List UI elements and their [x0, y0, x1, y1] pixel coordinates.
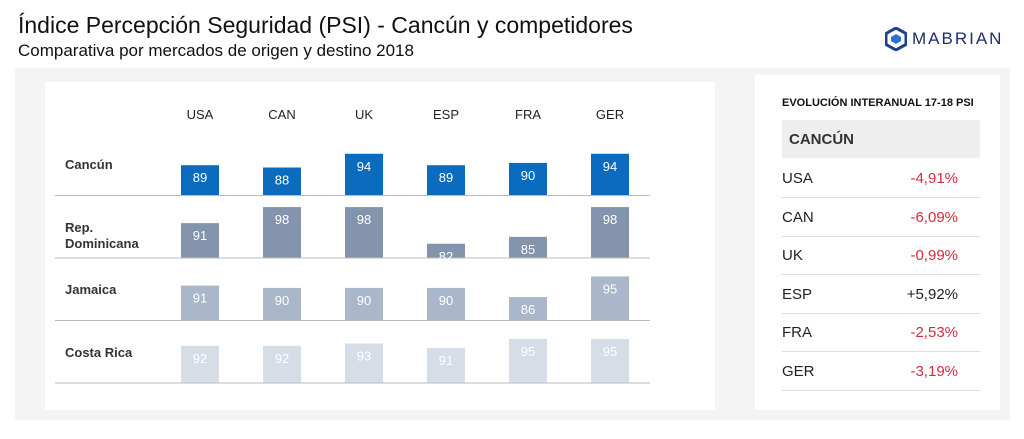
table-market: USA	[782, 170, 813, 187]
table-market: CAN	[782, 208, 814, 226]
bar-value: 90	[275, 293, 289, 308]
bar-value: 93	[357, 349, 371, 364]
bar-value: 85	[521, 242, 535, 257]
bar	[181, 285, 219, 320]
bar	[345, 153, 383, 195]
table-rule	[782, 274, 980, 276]
bar	[591, 207, 629, 258]
logo-icon	[885, 27, 907, 51]
bar-value: 90	[357, 293, 371, 308]
brand: MABRIAN	[912, 29, 1004, 48]
table-change: -3,19%	[910, 363, 958, 380]
column-label: GER	[596, 107, 624, 122]
table-market: FRA	[782, 324, 812, 342]
bar-value: 95	[603, 344, 617, 359]
bar	[263, 287, 301, 320]
bar	[263, 345, 301, 383]
bar	[181, 165, 219, 195]
bar	[263, 207, 301, 258]
bar	[509, 236, 547, 258]
row-label: Costa Rica	[65, 344, 133, 360]
bar-value: 91	[439, 353, 453, 368]
bar	[345, 343, 383, 383]
table-market: UK	[782, 247, 803, 265]
bar-value: 98	[603, 212, 617, 227]
row-label: Cancún	[65, 157, 113, 172]
header-band	[162, 96, 650, 132]
bar	[345, 287, 383, 320]
bar-value: 91	[193, 228, 207, 243]
table-change: -0,99%	[910, 247, 958, 265]
bar	[263, 167, 301, 195]
bar-value: 95	[603, 281, 617, 296]
bar	[591, 153, 629, 195]
bar	[181, 223, 219, 258]
row-label: Rep. Dominicana	[65, 219, 139, 251]
bar	[427, 165, 465, 195]
column-label: UK	[355, 107, 373, 122]
chart: USA CAN UK ESP FRA GER 89 88 94 89 90 94 91 98 98 82 85 9…	[55, 96, 650, 384]
column-label: FRA	[515, 107, 541, 122]
bar	[591, 338, 629, 383]
bar-value: 91	[193, 291, 207, 306]
bar-value: 90	[521, 168, 535, 183]
table-rule	[782, 235, 980, 237]
subtitle: Comparativa por mercados de origen y des…	[18, 41, 414, 60]
bar	[427, 287, 465, 320]
table-change: -4,91%	[910, 170, 958, 187]
bar-value: 98	[357, 212, 371, 227]
column-label: ESP	[433, 107, 459, 122]
bar-value: 89	[193, 170, 207, 185]
table-market: GER	[782, 363, 815, 380]
table-rule	[782, 197, 980, 198]
table-rule	[782, 351, 980, 353]
bar	[181, 345, 219, 383]
table-header-bg	[782, 120, 980, 158]
bar	[509, 162, 547, 195]
bar	[509, 297, 547, 320]
bar-value: 88	[275, 173, 289, 188]
title: Índice Percepción Seguridad (PSI) - Canc…	[18, 12, 633, 38]
bar-value: 90	[439, 293, 453, 308]
column-label: CAN	[268, 107, 295, 122]
bar-value: 89	[439, 170, 453, 185]
column-label: USA	[187, 107, 214, 122]
bar-value: 82	[439, 249, 453, 264]
table-rule	[782, 390, 980, 391]
bar-value: 94	[357, 159, 371, 174]
table-rule	[782, 312, 980, 314]
bar	[509, 338, 547, 383]
table-change: -6,09%	[910, 208, 958, 226]
table-change: -2,53%	[910, 324, 958, 342]
table-change: +5,92%	[906, 285, 958, 303]
table-header: CANCÚN	[789, 131, 854, 148]
bar	[591, 276, 629, 320]
row-label: Jamaica	[65, 282, 117, 297]
bar-value: 98	[275, 212, 289, 227]
bar	[345, 207, 383, 258]
bar-value: 92	[275, 351, 289, 366]
table-market: ESP	[782, 285, 813, 303]
bar-value: 92	[193, 351, 207, 366]
bar-value: 95	[521, 344, 535, 359]
bar	[427, 348, 465, 383]
bar-value: 86	[521, 302, 535, 317]
bar	[427, 243, 465, 258]
bar-value: 94	[603, 159, 617, 174]
table-title: EVOLUCIÓN INTERANUAL 17-18 PSI	[782, 97, 974, 109]
